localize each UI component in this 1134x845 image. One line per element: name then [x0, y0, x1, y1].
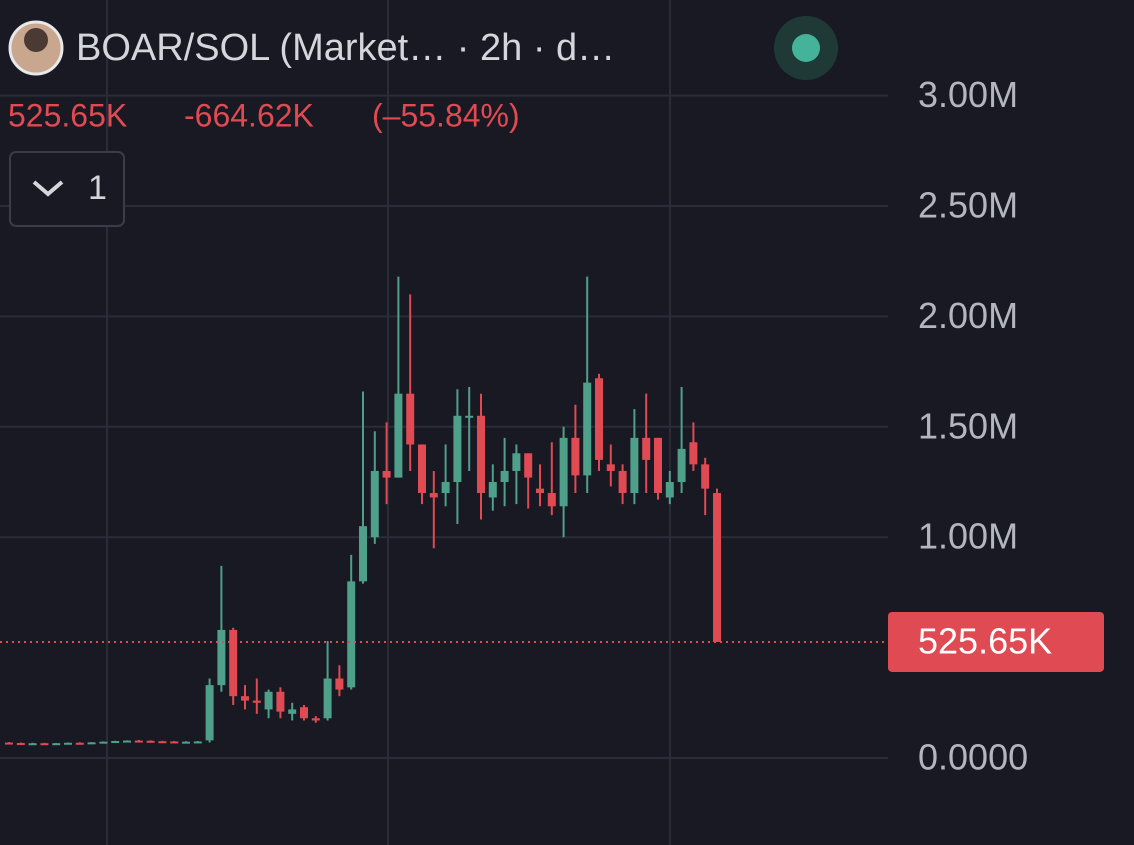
candle-body — [382, 470, 391, 478]
candle-body — [677, 448, 686, 483]
candle-body — [394, 393, 403, 478]
y-tick-label: 3.00M — [918, 74, 1018, 115]
candle-body — [547, 493, 556, 507]
candle-body — [441, 482, 450, 494]
candle-body — [182, 741, 190, 744]
y-tick-label: 1.50M — [918, 405, 1018, 446]
candle-body — [28, 743, 37, 746]
candles — [5, 276, 721, 746]
candle-body — [654, 437, 662, 494]
last-price: 525.65K — [8, 97, 127, 133]
candle-body — [606, 464, 615, 471]
y-grid: 0.0000 1.00M 1.50M 2.00M 2.50M 3.00M — [0, 74, 1028, 778]
candle-body — [217, 629, 226, 686]
candle-body — [146, 740, 155, 743]
candle-body — [618, 470, 627, 494]
candle-body — [500, 470, 509, 483]
candle-body — [229, 629, 238, 697]
candle-body — [488, 482, 497, 498]
candle-body — [300, 707, 308, 719]
candle-body — [524, 453, 533, 478]
indicator-toggle[interactable] — [9, 151, 125, 227]
candle-body — [99, 741, 108, 744]
last-price-tag — [888, 611, 1104, 672]
candle-body — [123, 740, 131, 743]
candle-body — [418, 444, 426, 494]
candle-body — [16, 742, 25, 745]
candle-body — [477, 415, 485, 494]
candle-body — [335, 678, 344, 690]
candle-body — [205, 685, 214, 741]
candle-body — [170, 741, 179, 744]
last-price-tag-label: 525.65K — [918, 620, 1052, 661]
candle-body — [701, 464, 710, 489]
candle-body — [665, 482, 674, 498]
header: BOAR/SOL (Market… · 2h · d… 525.65K -664… — [8, 16, 838, 227]
change-percent: (–55.84%) — [372, 97, 520, 133]
candle-body — [630, 437, 639, 494]
candle-body — [193, 741, 202, 744]
status-dot — [792, 34, 820, 62]
candle-body — [512, 453, 521, 471]
candle-body — [75, 742, 84, 745]
y-tick-label: 2.00M — [918, 295, 1018, 336]
candle-body — [453, 415, 462, 483]
candle-body — [40, 743, 49, 746]
candle-body — [5, 742, 13, 745]
candle-body — [370, 470, 379, 538]
candle-body — [52, 743, 61, 746]
candle-body — [264, 691, 273, 710]
change: -664.62K — [184, 97, 314, 133]
candle-body — [288, 709, 297, 714]
y-tick-label: 1.00M — [918, 516, 1018, 557]
candle-body — [713, 493, 721, 642]
candle-body — [323, 678, 332, 719]
candle-body — [311, 718, 320, 721]
candle-body — [87, 742, 96, 745]
candle-body — [276, 691, 285, 712]
candle-body — [689, 442, 698, 465]
candle-body — [571, 437, 580, 476]
candle-body — [134, 740, 143, 743]
chevron-icon — [32, 180, 64, 197]
candle-body — [158, 741, 167, 744]
y-tick-label: 0.0000 — [918, 737, 1028, 778]
candle-body — [406, 393, 415, 445]
y-tick-label: 2.50M — [918, 185, 1018, 226]
candle-body — [64, 742, 72, 745]
candle-body — [583, 382, 592, 476]
x-grid — [106, 0, 671, 845]
candle-body — [252, 700, 261, 703]
candle-body — [359, 526, 367, 582]
indicator-count: 1 — [88, 169, 107, 207]
chart-title: BOAR/SOL (Market… · 2h · d… — [76, 27, 615, 69]
candle-body — [465, 415, 474, 418]
candle-body — [595, 378, 603, 460]
candle-body — [111, 741, 120, 744]
candle-body — [347, 581, 356, 688]
candle-body — [559, 437, 568, 507]
candle-body — [429, 493, 438, 498]
candle-body — [536, 488, 544, 494]
candle-body — [241, 696, 249, 701]
avatar-detail — [24, 28, 48, 52]
overlay: 525.65K — [0, 611, 1104, 672]
candle-body — [642, 437, 651, 460]
